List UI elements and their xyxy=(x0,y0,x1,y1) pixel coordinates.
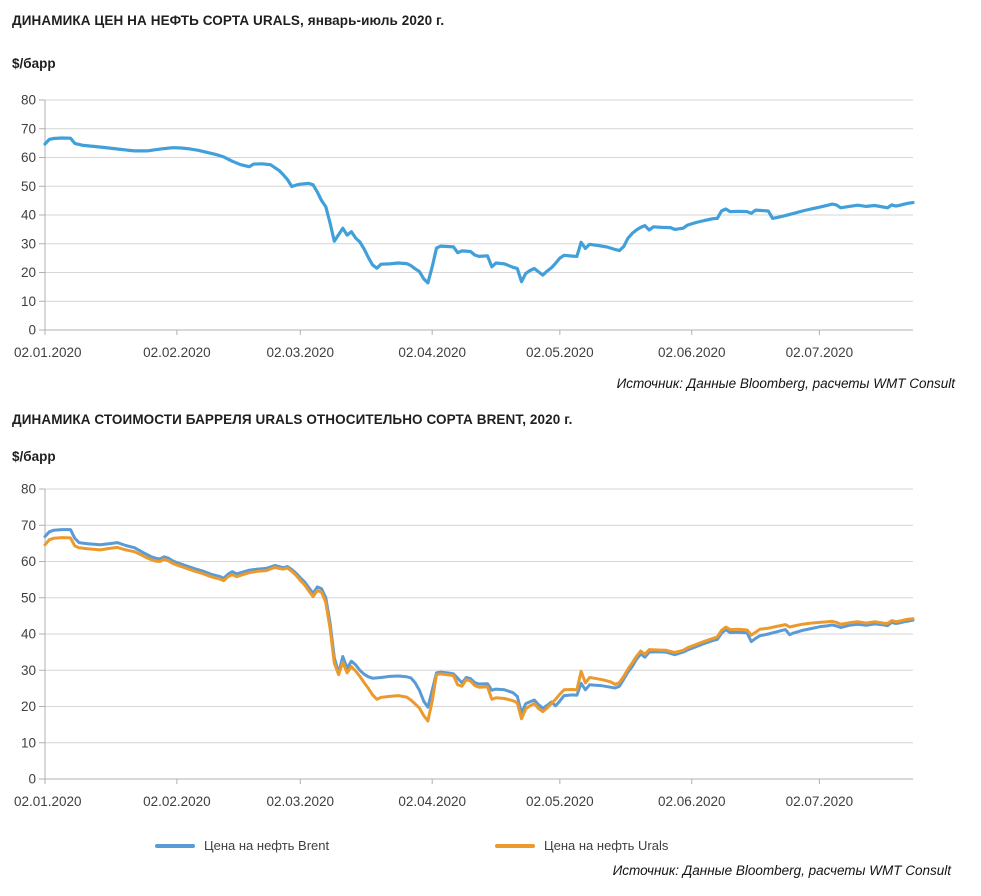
x-axis-tick-label: 02.05.2020 xyxy=(526,345,594,360)
legend-item-brent: Цена на нефть Brent xyxy=(155,838,329,853)
series-line-urals xyxy=(43,536,915,723)
x-axis-tick-label: 02.06.2020 xyxy=(658,794,726,809)
x-axis-tick-label: 02.01.2020 xyxy=(14,345,82,360)
y-axis-tick-label: 50 xyxy=(21,179,36,194)
chart2-unit-label: $/барр xyxy=(12,449,56,464)
x-axis-tick-label: 02.06.2020 xyxy=(658,345,726,360)
y-axis-tick-label: 60 xyxy=(21,554,36,569)
chart1-title: ДИНАМИКА ЦЕН НА НЕФТЬ СОРТА URALS, январ… xyxy=(12,13,445,28)
legend-swatch-urals xyxy=(495,843,535,848)
y-axis-tick-label: 20 xyxy=(21,699,36,714)
legend-label-brent: Цена на нефть Brent xyxy=(204,838,330,853)
y-axis-tick-label: 10 xyxy=(21,294,36,309)
legend-label-urals: Цена на нефть Urals xyxy=(544,838,669,853)
y-axis-tick-label: 40 xyxy=(21,627,36,642)
y-axis-tick-label: 70 xyxy=(21,518,36,533)
x-axis-tick-label: 02.02.2020 xyxy=(143,345,211,360)
x-axis-tick-label: 02.03.2020 xyxy=(267,345,335,360)
y-axis-tick-label: 30 xyxy=(21,236,36,251)
y-axis-tick-label: 40 xyxy=(21,208,36,223)
x-axis-tick-label: 02.01.2020 xyxy=(14,794,82,809)
x-axis-tick-label: 02.03.2020 xyxy=(267,794,335,809)
y-axis-tick-label: 30 xyxy=(21,663,36,678)
y-axis-tick-label: 10 xyxy=(21,735,36,750)
y-axis-tick-label: 70 xyxy=(21,121,36,136)
y-axis-tick-label: 0 xyxy=(28,772,36,787)
x-axis-tick-label: 02.07.2020 xyxy=(786,794,854,809)
legend-swatch-brent xyxy=(155,843,195,848)
series-line-brent xyxy=(43,528,915,715)
chart1-source: Источник: Данные Bloomberg, расчеты WMT … xyxy=(616,376,955,391)
chart2-title: ДИНАМИКА СТОИМОСТИ БАРРЕЛЯ URALS ОТНОСИТ… xyxy=(12,412,573,427)
x-axis-tick-label: 02.04.2020 xyxy=(398,345,466,360)
y-axis-tick-label: 20 xyxy=(21,265,36,280)
y-axis-tick-label: 80 xyxy=(21,93,36,108)
legend-item-urals: Цена на нефть Urals xyxy=(495,838,668,853)
series-line-urals xyxy=(43,136,915,285)
x-axis-tick-label: 02.04.2020 xyxy=(398,794,466,809)
x-axis-tick-label: 02.05.2020 xyxy=(526,794,594,809)
y-axis-tick-label: 0 xyxy=(28,323,36,338)
y-axis-tick-label: 80 xyxy=(21,482,36,497)
chart2-source: Источник: Данные Bloomberg, расчеты WMT … xyxy=(612,863,951,878)
y-axis-tick-label: 60 xyxy=(21,150,36,165)
x-axis-tick-label: 02.07.2020 xyxy=(786,345,854,360)
x-axis-tick-label: 02.02.2020 xyxy=(143,794,211,809)
chart1-unit-label: $/барр xyxy=(12,56,56,71)
y-axis-tick-label: 50 xyxy=(21,590,36,605)
